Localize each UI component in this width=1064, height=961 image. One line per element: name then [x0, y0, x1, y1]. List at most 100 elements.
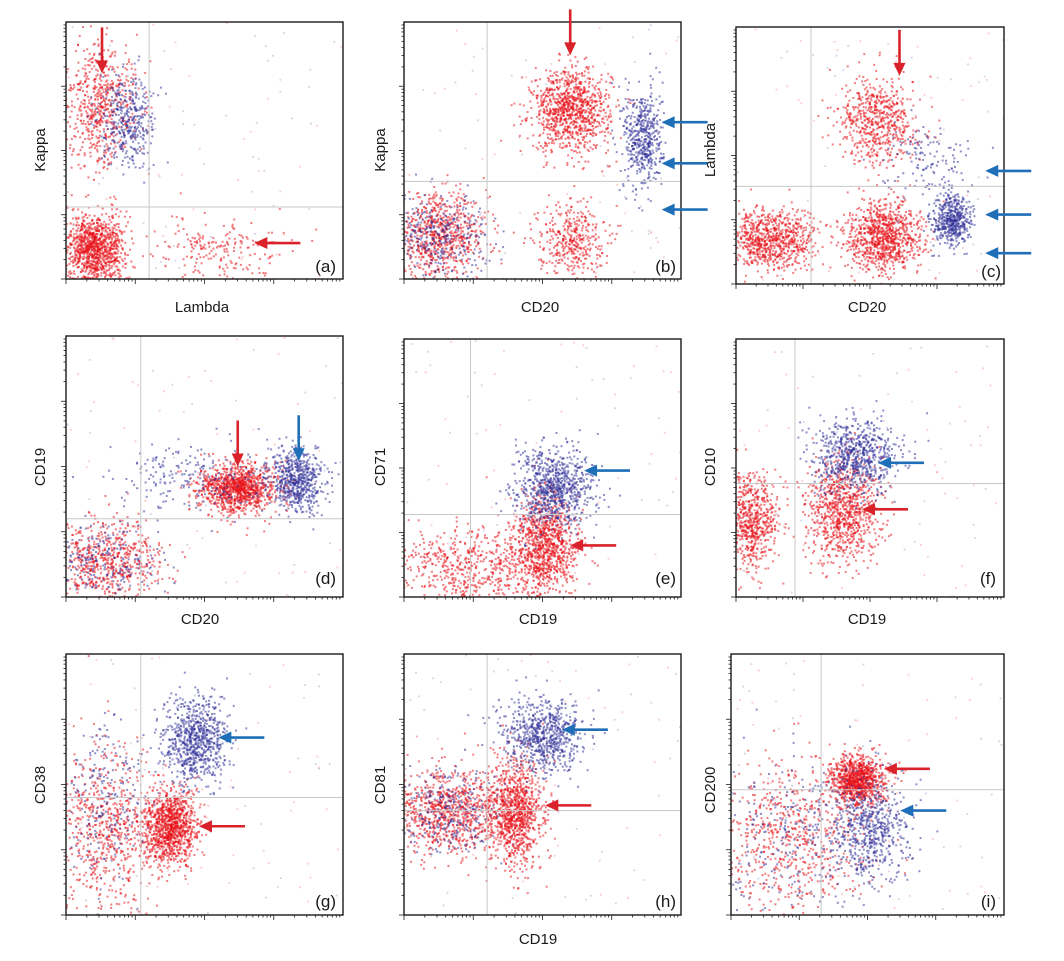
- panel-b-event: [467, 227, 470, 229]
- panel-a-event: [153, 230, 156, 233]
- panel-a-event: [176, 224, 179, 227]
- panel-b-event: [445, 267, 447, 270]
- panel-a-event: [70, 233, 72, 236]
- panel-a-event: [69, 222, 72, 225]
- panel-b-event: [476, 276, 478, 279]
- panel-a-event: [111, 226, 114, 229]
- panel-a-event: [70, 230, 73, 232]
- panel-a-noise-event: [198, 147, 201, 150]
- panel-b-event: [551, 81, 554, 84]
- panel-b-event: [555, 93, 558, 96]
- panel-a-event: [109, 257, 112, 260]
- panel-a-event: [88, 272, 91, 275]
- panel-a-event: [88, 214, 91, 217]
- panel-a-event: [119, 210, 122, 213]
- panel-a-event: [110, 237, 113, 240]
- panel-a-event: [106, 232, 109, 235]
- panel-b-event: [408, 197, 411, 200]
- panel-a-event: [90, 270, 92, 273]
- panel-a-event: [133, 62, 136, 65]
- panel-b-event: [429, 202, 432, 205]
- panel-a-event: [121, 145, 124, 148]
- panel-a-event: [112, 247, 115, 250]
- panel-b-event: [571, 74, 574, 77]
- panel-a-noise-event: [279, 78, 282, 81]
- panel-b-event: [632, 103, 634, 106]
- panel-a-event: [92, 124, 95, 127]
- panel-a-event: [113, 121, 116, 124]
- panel-a-event: [103, 136, 106, 139]
- panel-b-event: [602, 117, 605, 120]
- panel-a-event: [271, 231, 273, 234]
- panel-a-event: [142, 133, 145, 136]
- panel-a-event: [82, 99, 85, 102]
- panel-a-event: [106, 167, 109, 170]
- panel-a-event: [139, 132, 142, 135]
- panel-b-event: [454, 236, 457, 239]
- panel-b-event: [582, 121, 585, 124]
- panel-b-event: [455, 217, 458, 220]
- panel-b-event: [461, 240, 464, 243]
- panel-a-event: [115, 94, 118, 97]
- panel-b-event: [565, 76, 568, 79]
- panel-a-event: [108, 238, 111, 241]
- panel-b-event: [629, 139, 632, 142]
- panel-a-event: [130, 137, 133, 140]
- panel-b-event: [660, 140, 663, 143]
- panel-b-event: [589, 122, 592, 125]
- panel-a-event: [121, 247, 124, 249]
- panel-b-event: [602, 100, 605, 103]
- panel-a-event: [105, 274, 108, 277]
- panel-b-event: [456, 209, 459, 212]
- panel-a-event: [112, 243, 114, 246]
- panel-b-noise-event: [510, 74, 513, 77]
- panel-b-event: [433, 218, 436, 221]
- panel-b-event: [578, 129, 581, 131]
- panel-b-event: [429, 227, 431, 229]
- panel-a-noise-event: [279, 190, 282, 193]
- panel-b-event: [466, 233, 469, 236]
- panel-a-event: [92, 239, 95, 242]
- panel-b-event: [415, 192, 418, 195]
- panel-b-event: [545, 88, 548, 91]
- panel-b-event: [564, 66, 567, 69]
- panel-b-event: [405, 235, 408, 237]
- panel-b-event: [592, 135, 595, 137]
- panel-b-event: [562, 98, 565, 101]
- panel-b-event: [650, 162, 653, 165]
- panel-a-noise-event: [255, 121, 258, 124]
- panel-a-event: [127, 120, 130, 123]
- panel-a-event: [89, 243, 92, 245]
- panel-a-event: [89, 246, 92, 248]
- panel-a-event: [79, 253, 82, 256]
- panel-a-event: [123, 230, 126, 233]
- panel-b-event: [452, 234, 455, 237]
- panel-b-event: [646, 177, 649, 180]
- panel-b-event: [447, 237, 450, 240]
- panel-a-event: [83, 233, 86, 236]
- panel-b-noise-event: [518, 136, 521, 139]
- panel-a-event: [108, 264, 111, 267]
- panel-a-event: [120, 238, 123, 241]
- panel-b-event: [624, 121, 627, 124]
- panel-a-event: [132, 242, 135, 245]
- panel-a-event: [104, 236, 107, 239]
- panel-a-event: [121, 150, 124, 153]
- panel-a-event: [83, 165, 86, 168]
- panel-b-event: [568, 100, 571, 103]
- panel-b-noise-event: [647, 229, 650, 232]
- panel-a-event: [124, 96, 127, 99]
- panel-a-event: [198, 238, 201, 241]
- panel-b-event: [442, 235, 445, 238]
- panel-a-event: [87, 120, 89, 123]
- panel-a-event: [197, 253, 200, 256]
- panel-a-event: [190, 250, 193, 253]
- panel-b-event: [569, 112, 572, 115]
- panel-a-events: [66, 22, 343, 279]
- panel-a-noise-event: [67, 191, 69, 193]
- panel-a-event: [103, 245, 106, 248]
- panel-b-event: [457, 196, 460, 199]
- panel-b-event: [440, 250, 443, 253]
- panel-b-event: [646, 164, 649, 167]
- panel-b-event: [638, 151, 641, 154]
